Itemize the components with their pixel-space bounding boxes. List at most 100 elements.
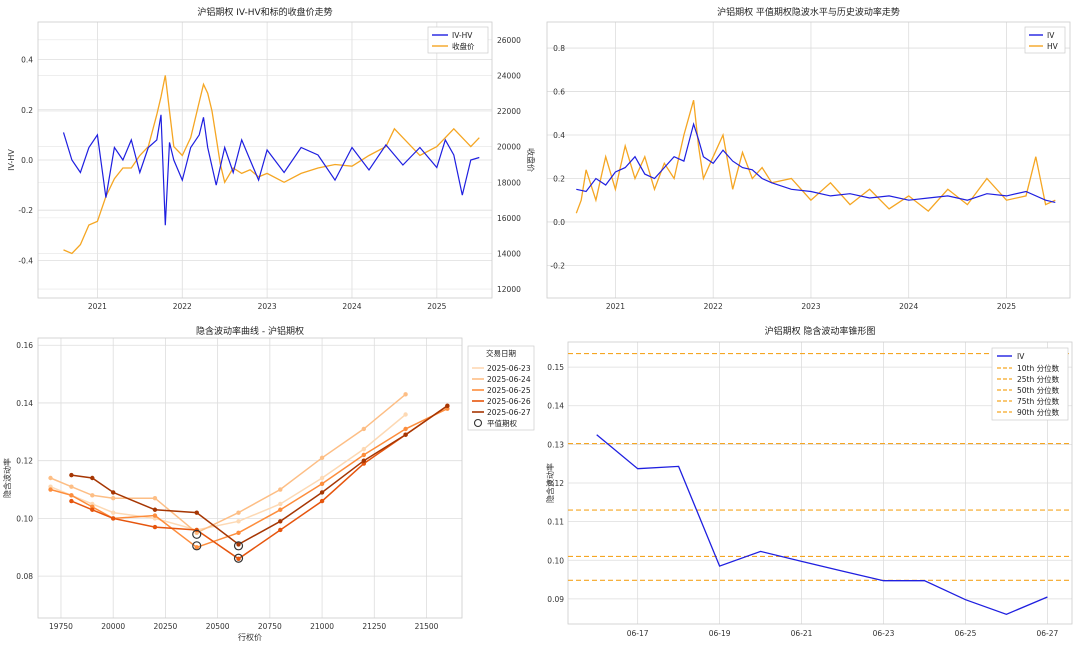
p4-ytick-0.10: 0.10 — [547, 556, 564, 565]
series-2025-06-27-point — [194, 510, 199, 515]
p1-y2tick-24000: 24000 — [497, 71, 521, 80]
p4-xtick-06-19: 06-19 — [709, 629, 731, 638]
p4-ytick-0.14: 0.14 — [547, 402, 564, 411]
p3-xtick-20000: 20000 — [101, 622, 125, 631]
iv-smile-chart: 隐含波动率曲线 - 沪铝期权 19750 20000 20250 20500 20750 2… — [2, 325, 535, 642]
p3-legend-atm-marker — [473, 418, 483, 428]
p1-xtick-2021: 2021 — [88, 302, 107, 311]
p3-legend-label-3: 2025-06-26 — [487, 397, 531, 406]
p3-legend-title: 交易日期 — [486, 348, 516, 358]
atm-iv-hv-chart: 沪铝期权 平值期权隐波水平与历史波动率走势 2021 2022 2023 2024 202… — [546, 6, 1071, 311]
series-2025-06-24-point — [90, 493, 95, 498]
series-2025-06-27-point — [403, 432, 408, 437]
p3-xtick-19750: 19750 — [49, 622, 73, 631]
p2-frame — [546, 21, 1071, 299]
p3-legend-label-0: 2025-06-23 — [487, 364, 531, 373]
series-2025-06-24-point — [110, 496, 116, 501]
p4-frame — [567, 341, 1073, 625]
p3-ylabel: 隐含波动率 — [2, 458, 12, 498]
iv-cone-chart: 沪铝期权 隐含波动率锥形图 06-17 06-19 06-21 06-23 06-25 06… — [545, 325, 1073, 638]
p4-legend-label-2: 50th 分位数 — [1017, 385, 1060, 395]
series-2025-06-25-point — [194, 545, 199, 550]
p1-ytick--0.4: -0.4 — [18, 256, 33, 265]
p2-ytick-0.2: 0.2 — [553, 174, 565, 183]
series-2025-06-24-point — [152, 496, 158, 501]
p1-ytick-0.4: 0.4 — [21, 56, 33, 65]
p3-xtick-21500: 21500 — [415, 622, 439, 631]
p4-ytick-0.12: 0.12 — [547, 479, 564, 488]
series-2025-06-27-point — [445, 403, 450, 409]
series-2025-06-26-point — [90, 507, 95, 512]
p3-ytick-0.10: 0.10 — [16, 514, 33, 523]
series-2025-06-27-point — [278, 519, 283, 524]
p4-xtick-06-21: 06-21 — [791, 629, 813, 638]
series-2025-06-26-point — [319, 498, 325, 504]
p1-xtick-2024: 2024 — [342, 302, 361, 311]
series-2025-06-23-point — [361, 446, 367, 452]
series-2025-06-23-point — [403, 412, 408, 417]
p4-ytick-0.11: 0.11 — [547, 518, 564, 527]
chart-title: 沪铝期权 隐含波动率锥形图 — [765, 325, 876, 337]
p2-ytick-0.6: 0.6 — [553, 88, 565, 97]
p3-xtick-21250: 21250 — [362, 622, 386, 631]
p1-ylabel: IV-HV — [7, 149, 16, 171]
series-2025-06-23-point — [236, 519, 241, 524]
atm-point-0 — [192, 529, 202, 539]
p2-xtick-2024: 2024 — [899, 302, 918, 311]
p3-ytick-0.12: 0.12 — [16, 457, 33, 466]
p1-xtick-2025: 2025 — [427, 302, 446, 311]
series-2025-06-25-point — [278, 507, 283, 512]
series-2025-06-26-point — [278, 527, 283, 533]
ivhv-close-chart: 沪铝期权 IV-HV和标的收盘价走势 2021 2022 2023 2024 2025 0.… — [7, 6, 536, 311]
p4-ylabel: 隐含波动率 — [545, 463, 555, 503]
series-2025-06-25-point — [48, 487, 53, 492]
p4-legend-box — [991, 347, 1069, 421]
p3-ytick-0.14: 0.14 — [16, 399, 33, 408]
p2-xtick-2022: 2022 — [704, 302, 723, 311]
p2-legend-box — [1024, 26, 1066, 54]
p3-legend-atm-label: 平值期权 — [487, 418, 517, 428]
p4-legend-label-0: 10th 分位数 — [1017, 363, 1060, 373]
p1-ytick--0.2: -0.2 — [18, 206, 33, 215]
series-iv-line — [576, 121, 1056, 203]
p2-xtick-2025: 2025 — [997, 302, 1016, 311]
p4-legend-label-3: 75th 分位数 — [1017, 396, 1060, 406]
chart-title: 沪铝期权 IV-HV和标的收盘价走势 — [197, 6, 332, 18]
p3-xtick-20750: 20750 — [258, 622, 282, 631]
p1-y2tick-16000: 16000 — [497, 214, 521, 223]
p3-legend-box — [467, 345, 535, 431]
p1-xtick-2022: 2022 — [173, 302, 192, 311]
series-2025-06-27-point — [361, 458, 367, 463]
p1-y2tick-20000: 20000 — [497, 143, 521, 152]
series-2025-06-23-point — [319, 475, 325, 481]
p1-legend-box — [427, 26, 489, 54]
p1-ytick-0.0: 0.0 — [21, 156, 33, 165]
p1-y2label: 收盘价 — [526, 148, 536, 172]
p3-xtick-20250: 20250 — [153, 622, 177, 631]
p3-frame — [37, 337, 463, 619]
series-2025-06-24-point — [319, 455, 325, 460]
p1-y2tick-12000: 12000 — [497, 285, 521, 294]
atm-point-2 — [233, 541, 244, 551]
series-2025-06-25-point — [152, 513, 158, 518]
p3-ytick-0.08: 0.08 — [16, 572, 33, 581]
atm-point-3 — [233, 553, 244, 563]
series-2025-06-23-point — [110, 510, 116, 515]
series-2025-06-24-point — [48, 475, 53, 481]
series-2025-06-26-point — [69, 498, 74, 504]
series-2025-06-27-point — [90, 475, 95, 481]
series-2025-06-25-point — [69, 493, 74, 498]
series-2025-06-25-point — [236, 530, 241, 536]
series-2025-06-24-point — [403, 392, 408, 397]
series-2025-06-26-point — [110, 516, 116, 521]
p3-ytick-0.16: 0.16 — [16, 341, 33, 350]
series-2025-06-24-point — [69, 484, 74, 489]
series-ivhv-line — [62, 114, 480, 226]
p1-legend-label-1: 收盘价 — [452, 41, 475, 51]
p4-xtick-06-25: 06-25 — [955, 629, 977, 638]
series-2025-06-27-point — [152, 507, 158, 512]
series-2025-06-26-point — [236, 556, 241, 562]
p4-xtick-06-23: 06-23 — [873, 629, 895, 638]
p4-ytick-0.15: 0.15 — [547, 363, 564, 372]
